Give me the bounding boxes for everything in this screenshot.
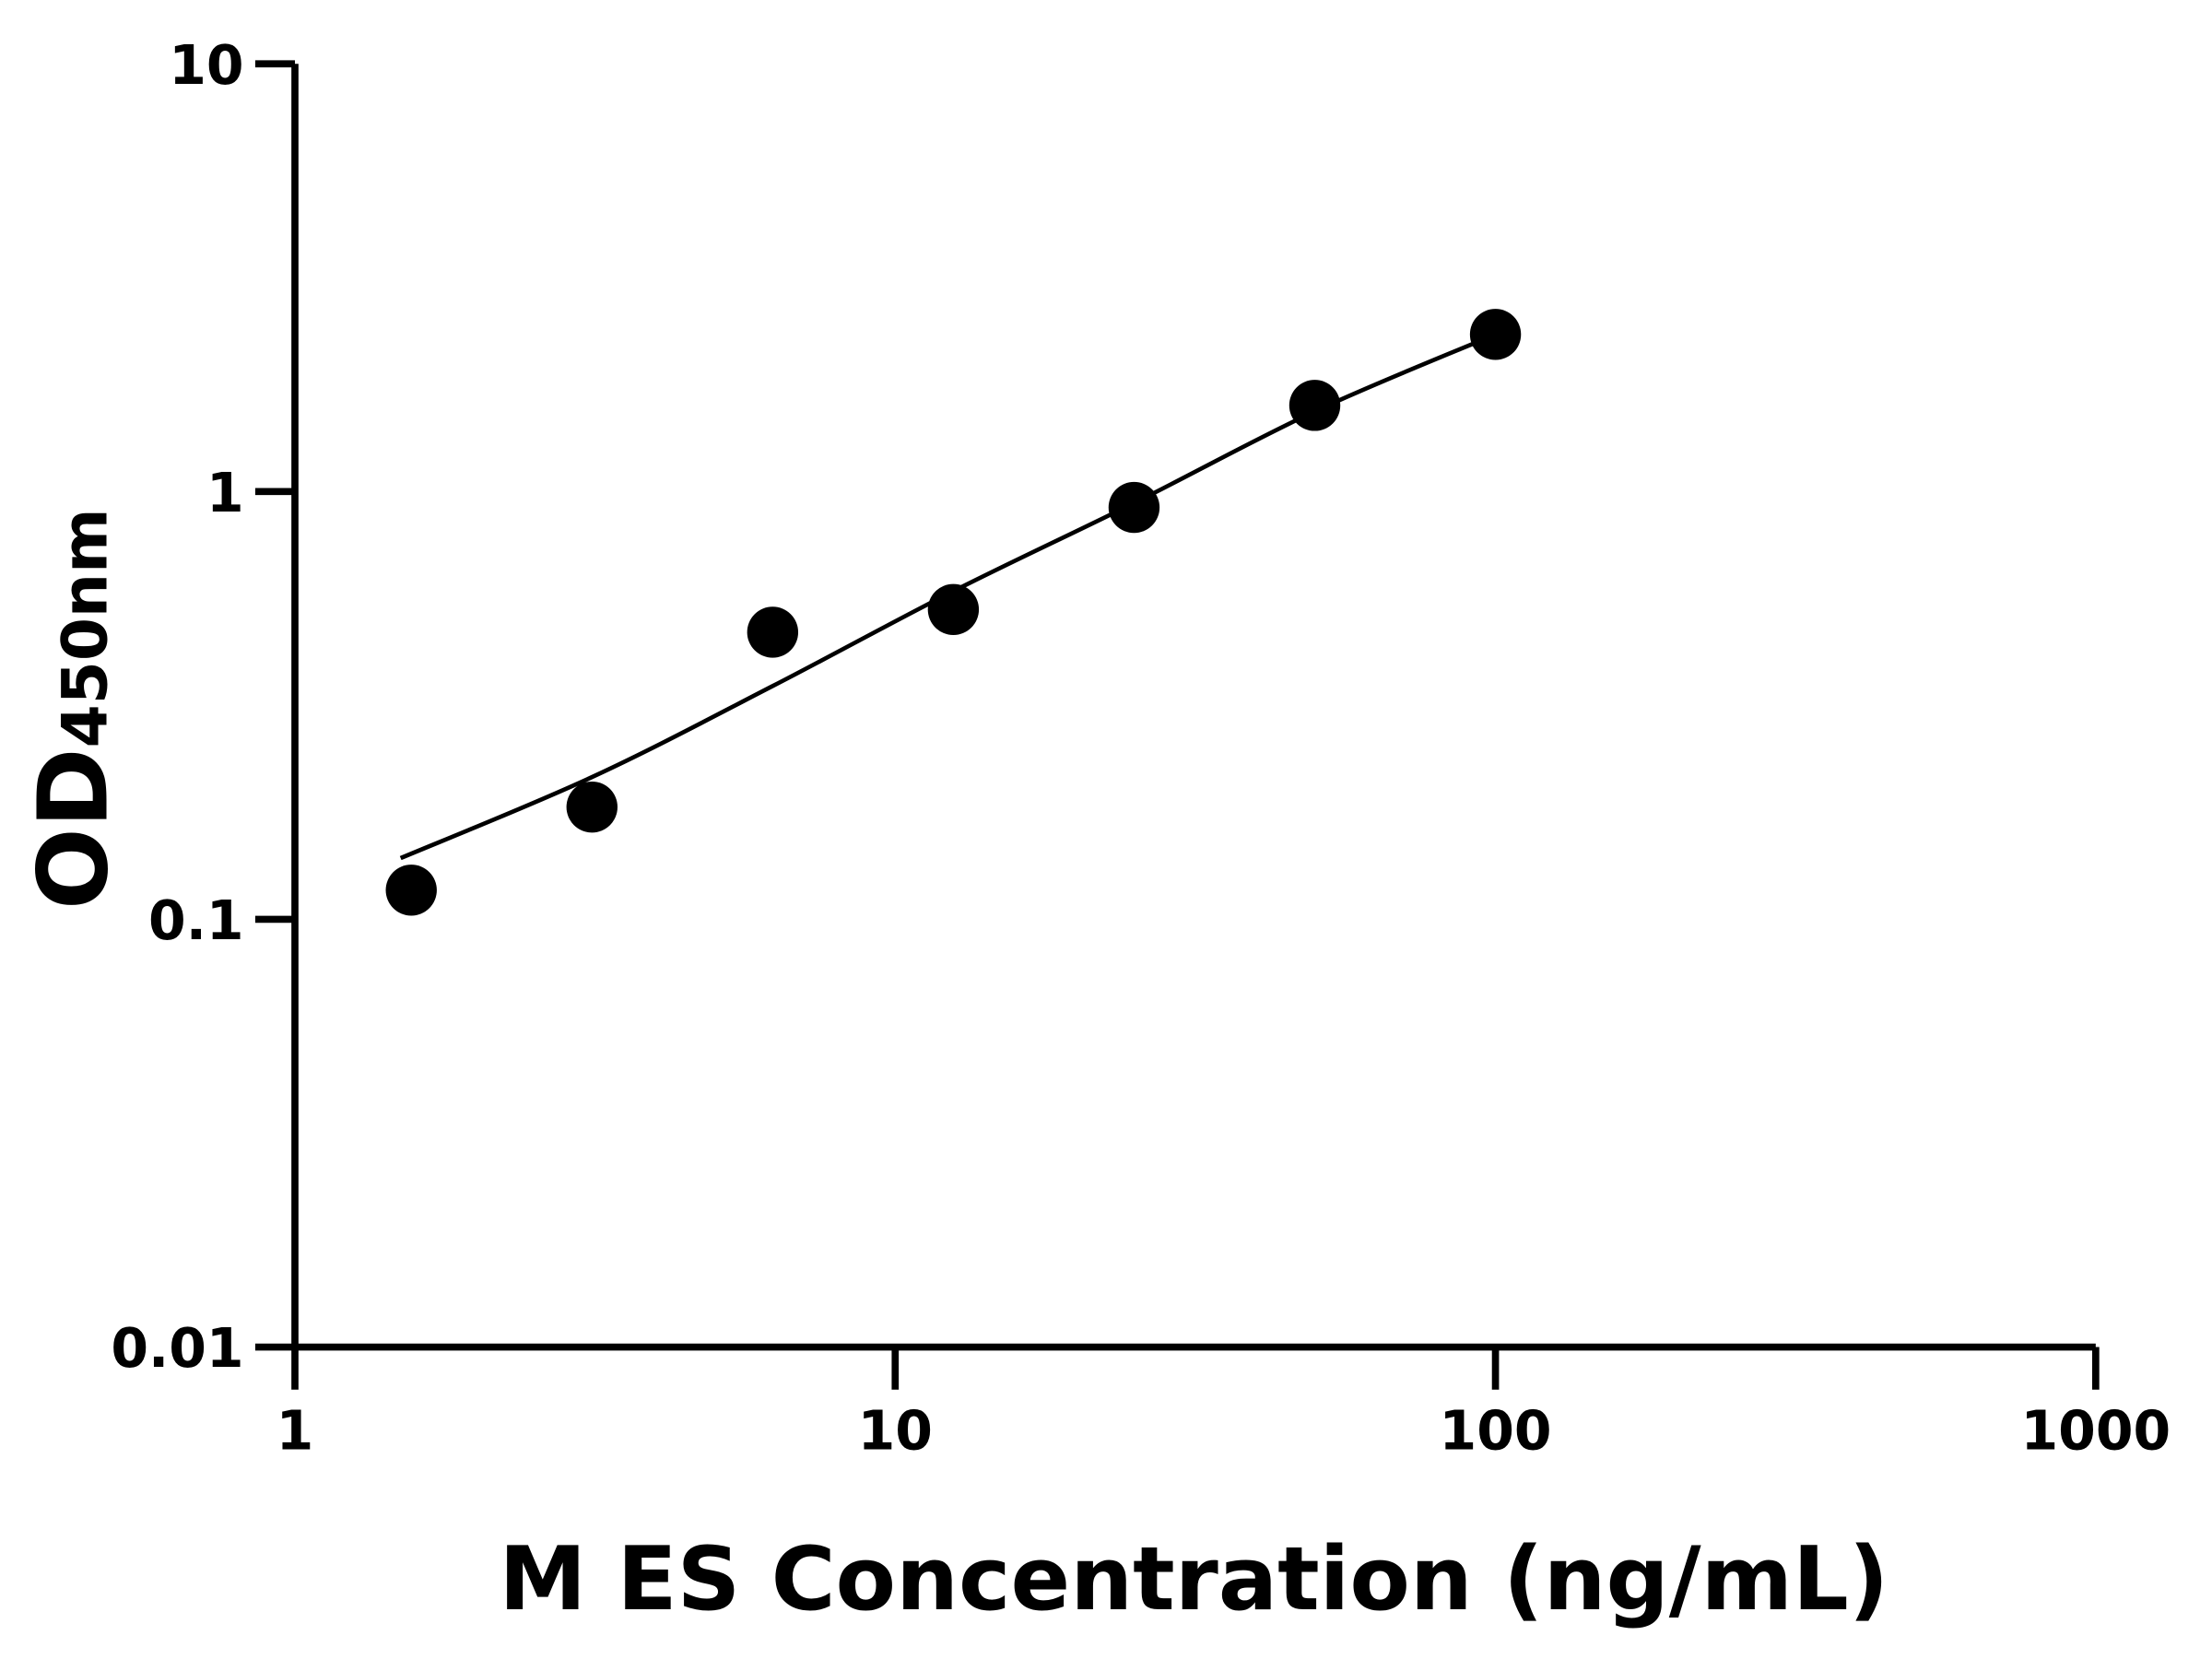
- x-tick-label: 100: [1440, 1399, 1552, 1462]
- data-point: [1108, 481, 1160, 534]
- data-points: [385, 309, 1522, 916]
- y-axis-label-sub: 450nm: [48, 508, 121, 747]
- ticks: 1 10 100 1000 0.01 0.1 1 10: [111, 34, 2171, 1463]
- x-tick-label: 1: [276, 1399, 314, 1462]
- y-tick-label: 1: [206, 462, 244, 524]
- data-point: [1288, 380, 1341, 431]
- x-tick-label: 10: [858, 1399, 933, 1462]
- y-tick-label: 0.01: [111, 1317, 243, 1380]
- data-point: [566, 781, 618, 833]
- y-axis-label: OD450nm: [17, 508, 129, 910]
- y-tick-label: 0.1: [148, 889, 244, 952]
- data-point: [385, 865, 437, 916]
- data-point: [1469, 309, 1522, 360]
- y-tick-label: 10: [169, 34, 243, 97]
- axes: [291, 64, 2096, 1351]
- y-axis-label-main: OD: [17, 747, 129, 910]
- data-point: [747, 606, 799, 658]
- data-point: [927, 583, 980, 635]
- x-axis-label: M ES Concentration (ng/mL): [499, 1528, 1888, 1630]
- x-tick-label: 1000: [2021, 1399, 2171, 1462]
